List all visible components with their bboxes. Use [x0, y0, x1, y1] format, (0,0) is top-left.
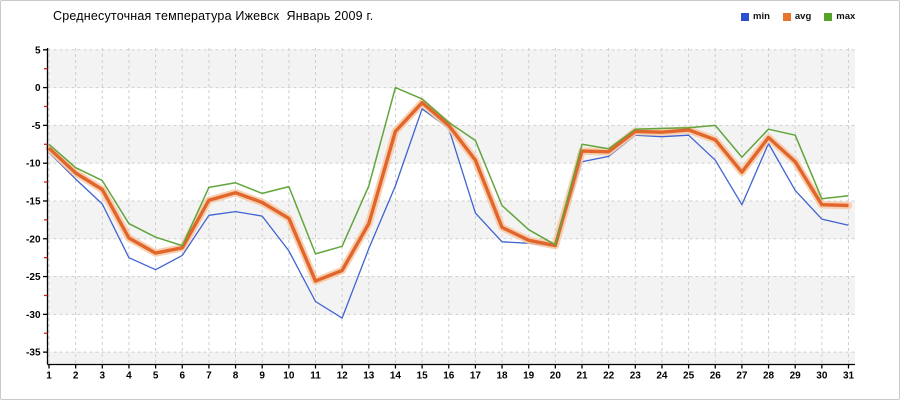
x-tick-label: 27 [736, 371, 748, 382]
x-tick-label: 9 [259, 371, 265, 382]
x-tick-label: 15 [417, 371, 429, 382]
x-tick-label: 29 [790, 371, 802, 382]
x-tick-label: 1 [46, 371, 52, 382]
x-tick-label: 17 [470, 371, 482, 382]
legend-label: max [836, 11, 856, 22]
y-tick-label: 0 [35, 83, 41, 94]
legend-label: min [753, 11, 770, 22]
x-tick-label: 25 [683, 371, 695, 382]
x-tick-label: 6 [179, 371, 185, 382]
legend-item-min[interactable]: min [741, 11, 770, 22]
x-tick-label: 18 [496, 371, 508, 382]
x-tick-label: 12 [337, 371, 349, 382]
x-tick-label: 30 [816, 371, 828, 382]
x-tick-label: 31 [843, 371, 855, 382]
y-tick-label: -10 [26, 159, 41, 170]
x-tick-label: 14 [390, 371, 402, 382]
y-tick-label: -20 [26, 234, 41, 245]
x-tick-label: 3 [100, 371, 106, 382]
min-swatch-icon [741, 12, 749, 21]
legend-label: avg [794, 11, 812, 22]
plot-band [47, 352, 855, 365]
x-tick-label: 10 [283, 371, 295, 382]
avg-series-line [47, 100, 849, 283]
chart-title: Среднесуточная температура Ижевск Январь… [53, 9, 374, 23]
legend-item-max[interactable]: max [824, 11, 855, 22]
max-swatch-icon [824, 12, 833, 21]
plot-band [47, 276, 855, 315]
x-tick-label: 23 [630, 371, 642, 382]
x-tick-label: 13 [363, 371, 375, 382]
x-tick-label: 19 [523, 371, 535, 382]
x-tick-label: 11 [310, 371, 321, 382]
x-tick-label: 21 [576, 371, 588, 382]
x-tick-label: 4 [126, 371, 132, 382]
x-tick-label: 26 [710, 371, 722, 382]
y-tick-label: -5 [32, 121, 41, 132]
y-tick-label: -25 [26, 272, 41, 283]
y-tick-label: -15 [26, 196, 41, 207]
y-tick-label: -30 [26, 310, 41, 321]
x-tick-label: 22 [603, 371, 615, 382]
y-tick-label: -35 [26, 348, 41, 359]
legend-item-avg[interactable]: avg [782, 11, 812, 22]
x-tick-label: 7 [206, 371, 212, 382]
x-tick-label: 2 [73, 371, 79, 382]
plot-band [47, 49, 855, 88]
legend: min avg max [741, 11, 855, 22]
plot-band [47, 200, 855, 239]
x-tick-label: 24 [656, 371, 668, 382]
y-tick-label: 5 [35, 45, 41, 56]
x-tick-label: 8 [233, 371, 239, 382]
avg-swatch-icon [782, 12, 791, 21]
x-tick-label: 28 [763, 371, 775, 382]
x-tick-label: 20 [550, 371, 562, 382]
x-tick-label: 5 [153, 371, 159, 382]
max-series-line [48, 86, 849, 255]
x-tick-label: 16 [443, 371, 455, 382]
